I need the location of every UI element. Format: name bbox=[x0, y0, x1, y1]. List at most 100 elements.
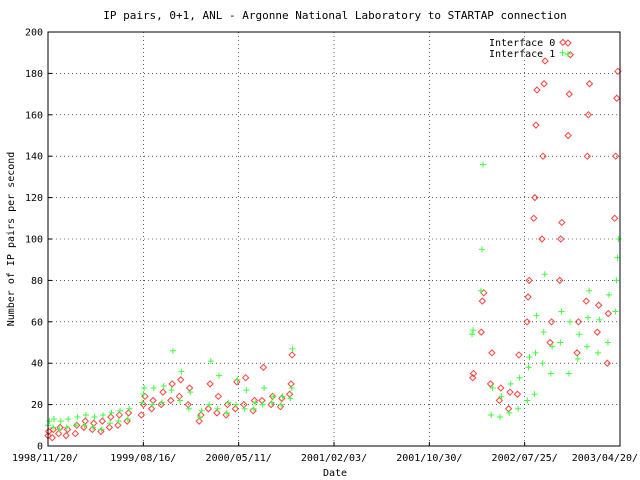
x-tick-label: 2001/10/30/ bbox=[396, 453, 462, 464]
data-point bbox=[80, 423, 88, 432]
data-point bbox=[259, 401, 266, 408]
data-point bbox=[531, 391, 538, 398]
data-point bbox=[604, 339, 611, 346]
data-point bbox=[117, 407, 124, 414]
data-point bbox=[574, 318, 583, 326]
data-point bbox=[604, 309, 612, 318]
data-point bbox=[593, 328, 601, 336]
data-point bbox=[250, 396, 259, 405]
data-point bbox=[187, 389, 194, 396]
data-point bbox=[584, 343, 590, 350]
y-tick-label: 0 bbox=[37, 442, 43, 453]
data-point bbox=[258, 396, 266, 405]
data-point bbox=[114, 421, 122, 430]
data-point bbox=[82, 411, 89, 418]
data-point bbox=[46, 418, 53, 425]
data-point bbox=[523, 318, 531, 326]
data-point bbox=[259, 363, 268, 372]
data-point bbox=[214, 405, 221, 412]
data-point bbox=[241, 373, 250, 382]
data-point bbox=[506, 388, 514, 396]
data-point bbox=[63, 424, 70, 431]
data-point bbox=[197, 411, 205, 419]
data-point bbox=[123, 417, 131, 425]
y-tick-label: 80 bbox=[31, 276, 43, 287]
data-points bbox=[44, 38, 622, 442]
data-point bbox=[565, 90, 573, 98]
data-point bbox=[287, 380, 295, 388]
data-point bbox=[276, 402, 285, 411]
data-point bbox=[555, 276, 564, 285]
data-point bbox=[249, 407, 257, 415]
data-point bbox=[168, 380, 176, 388]
data-point bbox=[279, 393, 286, 400]
data-point bbox=[137, 411, 146, 419]
data-point bbox=[547, 370, 554, 377]
data-point bbox=[81, 422, 88, 429]
y-tick-label: 120 bbox=[25, 193, 43, 204]
data-point bbox=[477, 328, 485, 336]
y-tick-label: 180 bbox=[25, 69, 43, 80]
data-point bbox=[606, 291, 612, 298]
data-point bbox=[612, 308, 619, 315]
data-point bbox=[470, 327, 477, 334]
data-point bbox=[115, 418, 122, 425]
data-point bbox=[233, 401, 240, 408]
data-point bbox=[207, 358, 214, 365]
data-point bbox=[507, 380, 514, 387]
data-point bbox=[178, 368, 185, 375]
data-point bbox=[160, 382, 167, 389]
data-point bbox=[270, 393, 277, 400]
data-point bbox=[98, 417, 106, 425]
data-point bbox=[595, 349, 601, 356]
data-point bbox=[241, 405, 248, 412]
legend-interface-1-label: Interface 1 bbox=[489, 49, 555, 60]
data-point bbox=[549, 343, 556, 350]
data-point bbox=[198, 407, 205, 414]
data-point bbox=[107, 413, 115, 421]
data-point bbox=[513, 390, 522, 398]
x-tick-label: 2001/02/03/ bbox=[301, 453, 367, 464]
data-point bbox=[243, 387, 250, 394]
data-point bbox=[287, 395, 294, 402]
data-point bbox=[107, 420, 114, 427]
data-point bbox=[558, 218, 566, 227]
chart-title: IP pairs, 0+1, ANL - Argonne National La… bbox=[103, 9, 567, 22]
data-point bbox=[234, 376, 241, 383]
data-point bbox=[486, 380, 495, 388]
data-point bbox=[124, 416, 131, 423]
data-point bbox=[557, 235, 565, 243]
data-point bbox=[488, 411, 495, 418]
data-point bbox=[539, 152, 547, 160]
data-point bbox=[195, 417, 203, 425]
data-point bbox=[539, 360, 546, 367]
data-point bbox=[214, 392, 223, 401]
data-point bbox=[612, 152, 620, 160]
data-point bbox=[149, 401, 156, 408]
data-point bbox=[56, 423, 64, 432]
data-point bbox=[267, 400, 275, 409]
y-tick-label: 20 bbox=[31, 400, 43, 411]
data-point bbox=[533, 86, 541, 94]
x-tick-label: 2002/07/25/ bbox=[492, 453, 558, 464]
data-point bbox=[596, 316, 603, 323]
data-point bbox=[516, 374, 523, 381]
data-point bbox=[90, 419, 98, 427]
data-point bbox=[204, 405, 213, 413]
data-point bbox=[140, 391, 147, 398]
y-tick-label: 100 bbox=[25, 235, 43, 246]
data-point bbox=[289, 345, 296, 352]
data-point bbox=[278, 394, 286, 403]
data-point bbox=[524, 293, 532, 301]
data-point bbox=[175, 392, 183, 401]
data-point bbox=[495, 396, 504, 405]
data-point bbox=[185, 384, 194, 392]
data-point bbox=[488, 349, 496, 357]
data-point bbox=[480, 161, 487, 168]
data-point bbox=[530, 214, 538, 223]
data-point bbox=[216, 372, 223, 379]
data-point bbox=[65, 416, 72, 423]
data-point bbox=[595, 301, 603, 309]
legend: Interface 0 Interface 1 bbox=[489, 38, 572, 60]
